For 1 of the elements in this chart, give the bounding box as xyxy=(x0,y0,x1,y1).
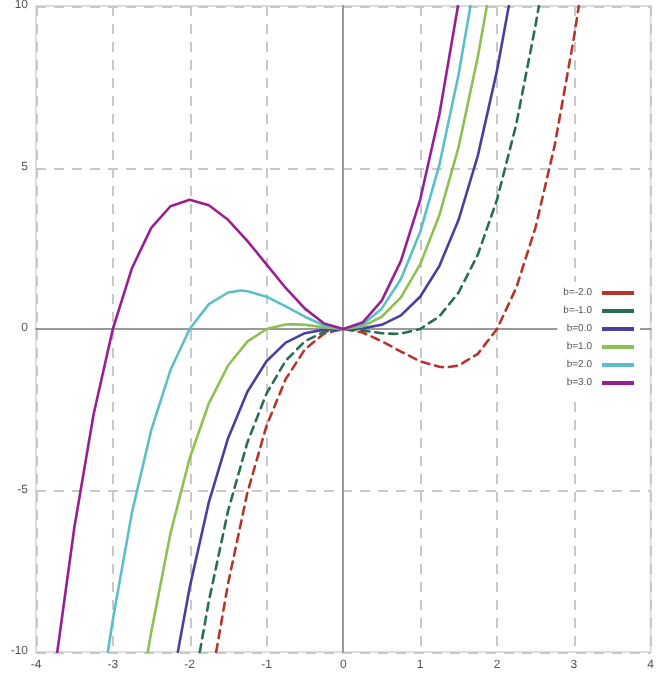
line-series xyxy=(55,4,460,654)
